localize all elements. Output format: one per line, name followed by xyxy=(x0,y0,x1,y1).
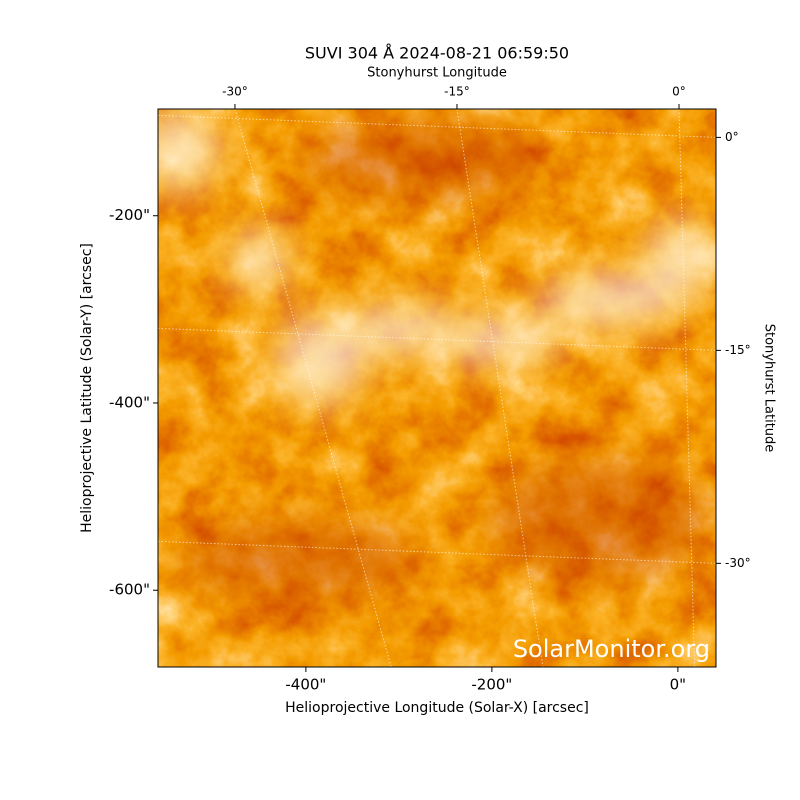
y-tick-label: -400" xyxy=(109,393,150,411)
x2-tick-label: -30° xyxy=(222,85,248,99)
x-tick-label: 0" xyxy=(670,676,686,694)
x-tick-label: -200" xyxy=(471,676,512,694)
solar-image xyxy=(158,109,716,667)
y2-tick-label: -30° xyxy=(725,556,751,570)
x2-axis-label: Stonyhurst Longitude xyxy=(367,66,507,81)
y2-tick-label: -15° xyxy=(725,343,751,357)
plot-frame xyxy=(157,108,717,668)
watermark: SolarMonitor.org xyxy=(513,635,710,663)
chart-title: SUVI 304 Å 2024-08-21 06:59:50 xyxy=(305,44,569,63)
y-tick-label: -600" xyxy=(109,581,150,599)
x2-tick-label: 0° xyxy=(672,85,686,99)
x-axis-label: Helioprojective Longitude (Solar-X) [arc… xyxy=(285,700,589,716)
x2-tick-label: -15° xyxy=(444,85,470,99)
axes: -400" -200" 0" -200" -400" -600" -30° -15° 0° 0° -… xyxy=(109,85,751,694)
y2-axis-label: Stonyhurst Latitude xyxy=(762,324,777,453)
x-tick-label: -400" xyxy=(285,676,326,694)
y2-tick-label: 0° xyxy=(725,130,739,144)
grid-line xyxy=(456,108,544,668)
y-axis-label: Helioprojective Latitude (Solar-Y) [arcs… xyxy=(79,243,95,533)
y-tick-label: -200" xyxy=(109,206,150,224)
